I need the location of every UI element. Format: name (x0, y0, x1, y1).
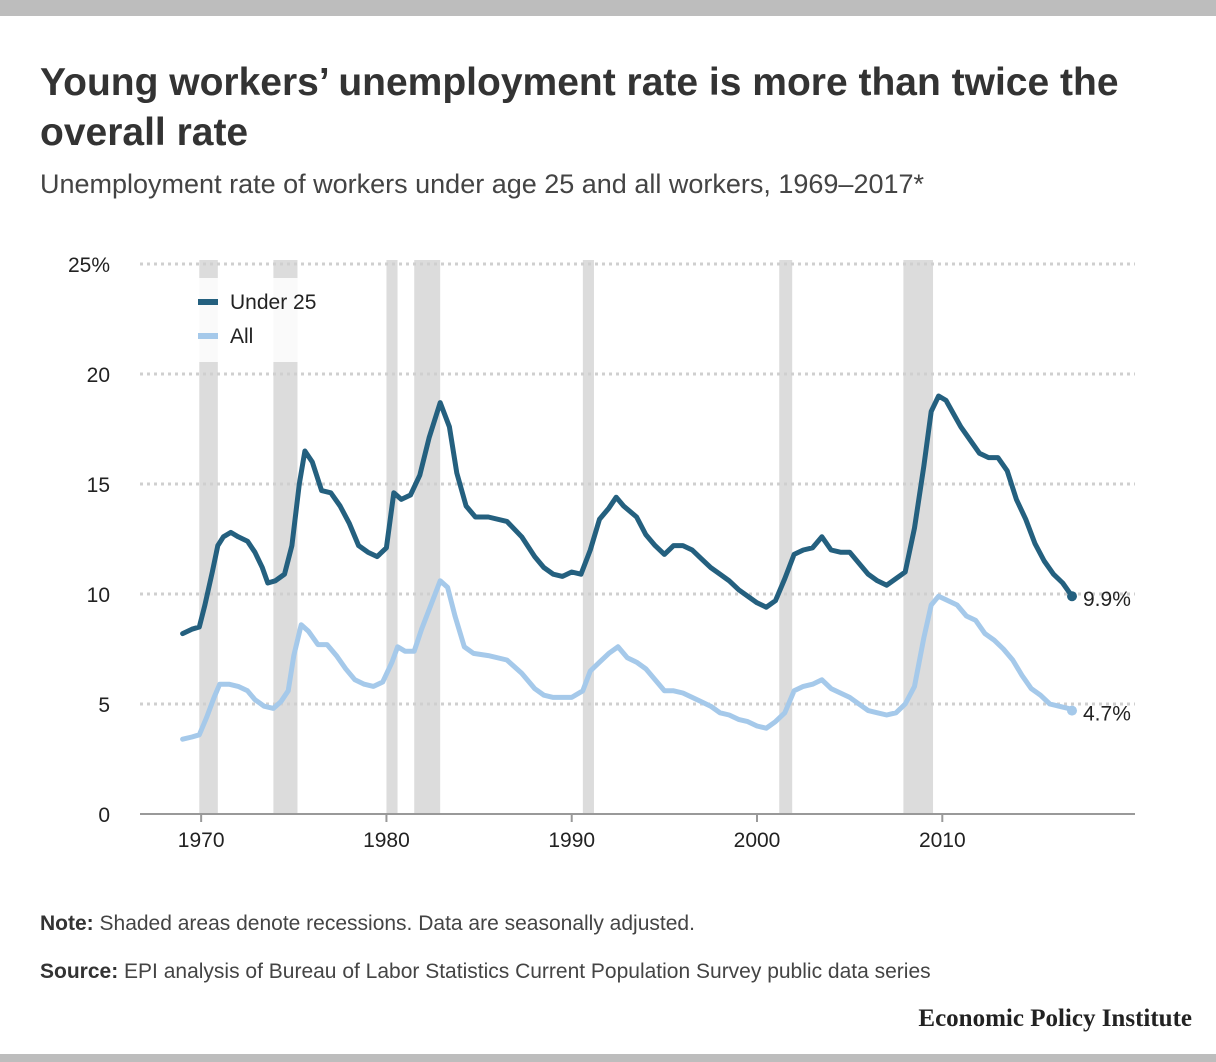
note: Note: Shaded areas denote recessions. Da… (40, 910, 1190, 938)
series-lines (180, 393, 1078, 742)
chart-title: Young workers’ unemployment rate is more… (40, 61, 1119, 154)
x-tick-label: 1980 (363, 829, 410, 852)
source-label: Source: (40, 960, 119, 983)
end-labels: 4.7% 9.9% (1083, 588, 1131, 725)
legend-label: All (230, 325, 253, 348)
series-line-all (180, 578, 1075, 742)
recession-bands (199, 260, 934, 814)
recession-band (582, 260, 594, 814)
legend: Under 25 All (188, 278, 350, 362)
recession-band (414, 260, 441, 814)
x-tick-label: 2010 (919, 829, 966, 852)
x-tick-label: 2000 (734, 829, 781, 852)
publisher-logo: Economic Policy Institute (918, 1005, 1192, 1032)
x-tick-label: 1990 (548, 829, 595, 852)
recession-band (903, 260, 934, 814)
legend-background (188, 278, 350, 362)
y-tick-label: 20 (87, 364, 110, 387)
chart-subtitle: Unemployment rate of workers under age 2… (40, 169, 925, 199)
source: Source: EPI analysis of Bureau of Labor … (40, 958, 1190, 986)
y-tick-label: 25% (68, 254, 110, 277)
footnotes: Note: Shaded areas denote recessions. Da… (40, 910, 1190, 1006)
note-label: Note: (40, 912, 94, 935)
source-text: EPI analysis of Bureau of Labor Statisti… (124, 960, 931, 983)
line-chart: 0 5 10 15 20 25% 1970 1980 1990 2000 2010 Under 2… (68, 254, 1135, 852)
series-end-marker (1067, 705, 1078, 716)
series-line-under-25 (180, 393, 1075, 637)
series-end-label: 9.9% (1083, 588, 1131, 611)
series-end-label: 4.7% (1083, 703, 1131, 726)
y-tick-label: 10 (87, 584, 110, 607)
y-axis-tick-labels: 0 5 10 15 20 25% (68, 254, 110, 827)
recession-band (199, 260, 218, 814)
gridlines (140, 262, 1135, 706)
recession-band (386, 260, 398, 814)
recession-band (779, 260, 793, 814)
y-tick-label: 15 (87, 474, 110, 497)
x-axis-tick-labels: 1970 1980 1990 2000 2010 (178, 829, 966, 852)
y-tick-label: 0 (98, 804, 110, 827)
top-border (0, 0, 1216, 16)
series-end-marker (1067, 591, 1078, 602)
x-tick-label: 1970 (178, 829, 225, 852)
y-tick-label: 5 (98, 694, 110, 717)
bottom-border (0, 1054, 1216, 1062)
note-text: Shaded areas denote recessions. Data are… (99, 912, 695, 935)
x-axis (140, 813, 1135, 822)
legend-label: Under 25 (230, 291, 316, 314)
